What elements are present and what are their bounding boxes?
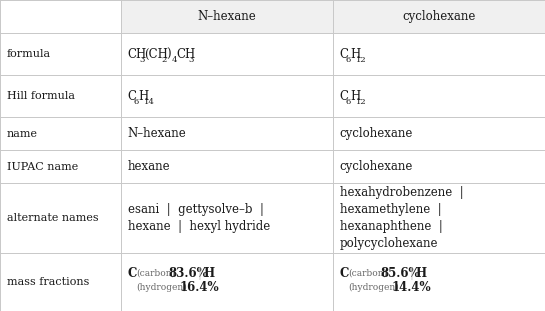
Text: C: C [128,267,137,280]
Text: H: H [204,267,215,280]
Text: (carbon): (carbon) [136,269,175,278]
Text: cyclohexane: cyclohexane [340,127,413,140]
Text: N–hexane: N–hexane [128,127,186,140]
Text: C: C [340,48,349,61]
Text: hexane: hexane [128,160,170,173]
Text: formula: formula [7,49,51,59]
Text: |: | [197,267,201,280]
Text: H: H [350,90,360,103]
Text: 16.4%: 16.4% [179,281,219,294]
Text: |: | [409,267,413,280]
Text: N–hexane: N–hexane [198,10,256,23]
Text: H: H [416,267,427,280]
Text: 83.6%: 83.6% [168,267,208,280]
Text: (CH: (CH [144,48,168,61]
Text: C: C [340,90,349,103]
Text: name: name [7,129,38,139]
Text: C: C [340,267,349,280]
Text: CH: CH [128,48,147,61]
Text: H: H [350,48,360,61]
Text: 2: 2 [161,56,167,64]
Text: 6: 6 [346,56,350,64]
Text: IUPAC name: IUPAC name [7,162,78,172]
Text: 6: 6 [134,98,138,106]
Text: 14.4%: 14.4% [391,281,431,294]
Text: (hydrogen): (hydrogen) [348,283,399,292]
Text: 3: 3 [188,56,193,64]
Text: alternate names: alternate names [7,213,98,223]
Text: cyclohexane: cyclohexane [340,160,413,173]
Text: 3: 3 [140,56,144,64]
Text: 6: 6 [346,98,350,106]
Text: hexahydrobenzene  |
hexamethylene  |
hexanaphthene  |
polycyclohexane: hexahydrobenzene | hexamethylene | hexan… [340,186,463,250]
Text: CH: CH [176,48,196,61]
Text: 85.6%: 85.6% [380,267,420,280]
Text: mass fractions: mass fractions [7,277,89,287]
Text: 4: 4 [172,56,177,64]
Bar [333,0,545,33]
Text: H: H [138,90,148,103]
Text: C: C [128,90,137,103]
Text: cyclohexane: cyclohexane [402,10,476,23]
Text: (hydrogen): (hydrogen) [136,283,187,292]
Text: 14: 14 [144,98,155,106]
Text: 12: 12 [356,98,366,106]
Text: 12: 12 [356,56,366,64]
Text: Hill formula: Hill formula [7,91,75,101]
Text: (carbon): (carbon) [348,269,387,278]
Bar [121,0,333,33]
Text: ): ) [166,48,171,61]
Text: esani  |  gettysolve–b  |
hexane  |  hexyl hydride: esani | gettysolve–b | hexane | hexyl hy… [128,203,270,233]
